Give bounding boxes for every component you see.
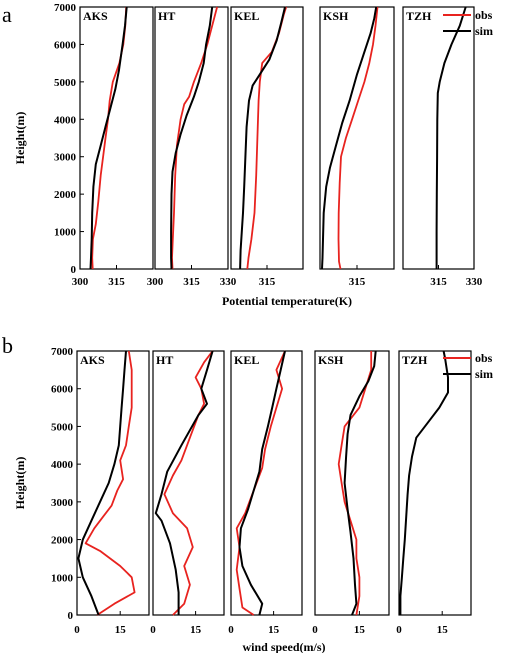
- y-tick-label: 6000: [51, 384, 74, 396]
- legend-label-obs: obs: [475, 8, 493, 22]
- y-tick-label: 6000: [54, 39, 77, 51]
- x-tick-label: 15: [115, 624, 127, 636]
- site-label: KEL: [234, 9, 259, 23]
- x-tick-label: 15: [190, 624, 202, 636]
- subplot-kel: KEL 0 15: [228, 350, 303, 636]
- y-tick-label: 4000: [51, 459, 74, 471]
- x-tick-label: 0: [150, 624, 156, 636]
- obs-line-kel: [235, 350, 286, 616]
- x-tick-label: 315: [108, 276, 125, 288]
- subplot-ht: HT 0 15: [150, 350, 225, 636]
- x-tick-label: 300: [147, 276, 164, 288]
- sim-line-ksh: [321, 6, 378, 270]
- subplot-frame: [152, 350, 225, 616]
- subplot-ksh: KSH 0 15: [312, 350, 390, 636]
- obs-line-aks: [91, 6, 128, 270]
- y-tick-label: 1000: [51, 572, 74, 584]
- y-axis-label: Height(m): [13, 112, 27, 165]
- site-label: HT: [156, 353, 173, 367]
- y-axis-label: Height(m): [13, 457, 27, 510]
- x-tick-label: 0: [74, 624, 80, 636]
- site-label: TZH: [406, 9, 432, 23]
- y-tick-label: 5000: [54, 77, 77, 89]
- sim-line-aks: [77, 350, 127, 616]
- sim-line-kel: [238, 350, 286, 616]
- subplot-tzh: TZH 0 15: [396, 350, 472, 636]
- subplot-aks: AKS 0 15: [74, 350, 150, 636]
- site-label: TZH: [402, 353, 428, 367]
- subplot-frame: [76, 350, 150, 616]
- site-label: KSH: [323, 9, 349, 23]
- site-label: AKS: [80, 353, 105, 367]
- x-tick-label: 15: [354, 624, 366, 636]
- obs-line-ksh: [337, 351, 373, 616]
- subplot-frame: [154, 6, 229, 270]
- site-label: HT: [158, 9, 175, 23]
- legend-label-sim: sim: [475, 367, 493, 381]
- y-tick-label: 4000: [54, 114, 77, 126]
- subplot-tzh: TZH 315 330: [402, 6, 483, 288]
- subplot-ksh: KSH 315: [319, 6, 395, 288]
- site-label: AKS: [83, 9, 108, 23]
- sim-line-aks: [89, 6, 128, 270]
- y-tick-label: 2000: [51, 535, 74, 547]
- y-tick-label: 2000: [54, 189, 77, 201]
- sim-line-kel: [239, 6, 286, 270]
- site-label: KSH: [318, 353, 344, 367]
- subplot-aks: AKS 300 315: [72, 6, 154, 288]
- panel-letter-b: b: [2, 333, 13, 358]
- x-tick-label: 0: [396, 624, 402, 636]
- site-label: KEL: [234, 353, 259, 367]
- y-tick-label: 7000: [51, 346, 74, 358]
- sim-line-tzh: [435, 6, 467, 269]
- sim-line-ksh: [343, 350, 377, 616]
- sim-line-ht: [170, 6, 214, 270]
- x-tick-label: 0: [228, 624, 234, 636]
- x-tick-label: 15: [437, 624, 449, 636]
- legend-label-sim: sim: [475, 24, 493, 38]
- x-tick-label: 15: [268, 624, 280, 636]
- sim-line-ht: [154, 350, 214, 615]
- panel-letter-a: a: [2, 2, 12, 27]
- panel-a: a 0 1000 2000 3000 4000 5000 6000 7000 Height(m) P…: [2, 2, 493, 308]
- x-tick-label: 315: [430, 276, 447, 288]
- obs-line-ksh: [337, 6, 379, 270]
- y-tick-label: 5000: [51, 421, 74, 433]
- x-tick-label: 315: [349, 276, 366, 288]
- obs-line-aks: [84, 350, 136, 616]
- y-tick-label: 7000: [54, 2, 77, 14]
- x-axis-label: Potential temperature(K): [222, 294, 352, 308]
- y-tick-label: 0: [68, 610, 74, 622]
- subplot-frame: [402, 6, 475, 270]
- obs-line-ht: [163, 350, 214, 616]
- x-tick-label: 330: [220, 276, 237, 288]
- y-tick-label: 3000: [54, 152, 77, 164]
- x-tick-label: 315: [183, 276, 200, 288]
- y-tick-label: 3000: [51, 497, 74, 509]
- legend-label-obs: obs: [475, 351, 493, 365]
- y-tick-label: 0: [71, 264, 77, 276]
- x-axis-label: wind speed(m/s): [242, 640, 325, 653]
- subplot-kel: KEL 315: [230, 6, 304, 288]
- x-tick-label: 315: [259, 276, 276, 288]
- x-tick-label: 330: [466, 276, 483, 288]
- subplot-frame: [314, 350, 390, 616]
- subplot-frame: [319, 6, 395, 270]
- sim-line-tzh: [399, 350, 449, 615]
- x-tick-label: 0: [312, 624, 318, 636]
- subplot-frame: [398, 350, 472, 616]
- obs-line-kel: [246, 6, 288, 270]
- subplot-ht: HT 300 315 330: [147, 6, 237, 288]
- subplot-frame: [230, 350, 303, 616]
- y-tick-label: 1000: [54, 227, 77, 239]
- x-tick-label: 300: [72, 276, 89, 288]
- panel-b: b 0 1000 2000 3000 4000 5000 6000 7000 Height(m) w…: [2, 333, 493, 653]
